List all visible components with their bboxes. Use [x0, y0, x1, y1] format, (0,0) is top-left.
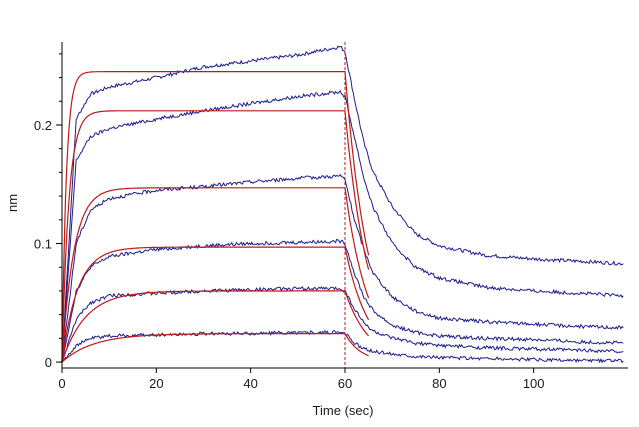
y-tick-label: 0.1 [34, 237, 52, 252]
y-tick-label: 0 [45, 355, 52, 370]
measured-curve [61, 173, 624, 363]
x-tick-label: 100 [523, 376, 545, 391]
x-tick-label: 20 [149, 376, 163, 391]
fitted-curve [61, 290, 370, 363]
fitted-series-group [61, 71, 370, 363]
fitted-curve [61, 110, 370, 363]
fitted-curve [61, 187, 370, 363]
plot-area [61, 42, 624, 368]
measured-curve [61, 238, 624, 363]
fitted-curve [61, 71, 370, 363]
y-axis-ticks: 0 0.1 0.2 [34, 53, 62, 370]
x-tick-label: 80 [432, 376, 446, 391]
fitted-curve [61, 333, 369, 363]
y-axis-title: nm [5, 194, 20, 212]
measured-curve [61, 45, 624, 363]
measured-series-group [61, 45, 624, 364]
x-tick-label: 60 [338, 376, 352, 391]
x-tick-label: 0 [58, 376, 65, 391]
y-tick-label: 0.2 [34, 118, 52, 133]
fitted-curve [61, 246, 370, 363]
x-axis-title: Time (sec) [313, 403, 374, 418]
measured-curve [61, 90, 624, 363]
x-axis-ticks: 0 20 40 60 80 100 [58, 368, 545, 391]
x-tick-label: 40 [243, 376, 257, 391]
